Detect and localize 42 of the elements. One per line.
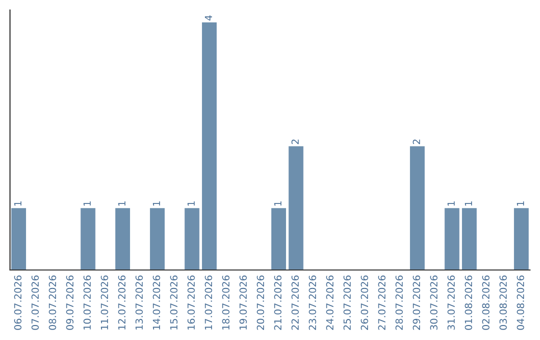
x-tick-label: 23.07.2026 bbox=[308, 275, 316, 330]
x-tick-label: 03.08.2026 bbox=[499, 275, 507, 330]
x-tick-label: 24.07.2026 bbox=[326, 275, 334, 330]
x-tick-label: 20.07.2026 bbox=[256, 275, 264, 330]
x-tick-label: 10.07.2026 bbox=[83, 275, 91, 330]
data-label: 2 bbox=[291, 140, 299, 144]
x-tick-label: 02.08.2026 bbox=[482, 275, 490, 330]
data-label: 1 bbox=[274, 201, 282, 206]
data-label: 1 bbox=[152, 201, 160, 206]
data-label: 1 bbox=[14, 201, 22, 206]
data-label: 2 bbox=[412, 140, 420, 144]
x-tick-label: 31.07.2026 bbox=[447, 275, 455, 330]
x-tick-label: 25.07.2026 bbox=[343, 275, 351, 330]
x-tick-label: 13.07.2026 bbox=[135, 275, 143, 330]
x-tick-label: 28.07.2026 bbox=[395, 275, 403, 330]
data-label: 1 bbox=[464, 201, 472, 206]
x-tick-label: 18.07.2026 bbox=[222, 275, 230, 330]
x-tick-label: 22.07.2026 bbox=[291, 275, 299, 330]
x-tick-label: 29.07.2026 bbox=[412, 275, 420, 330]
data-label: 1 bbox=[118, 201, 126, 206]
x-tick-label: 19.07.2026 bbox=[239, 275, 247, 330]
x-tick-label: 12.07.2026 bbox=[118, 275, 126, 330]
x-tick-label: 08.07.2026 bbox=[48, 275, 56, 330]
x-tick-label: 21.07.2026 bbox=[274, 275, 282, 330]
data-label: 4 bbox=[204, 15, 212, 21]
x-tick-label: 27.07.2026 bbox=[378, 275, 386, 330]
x-tick-label: 14.07.2026 bbox=[152, 275, 160, 330]
x-tick-label: 11.07.2026 bbox=[100, 275, 108, 330]
x-tick-label: 16.07.2026 bbox=[187, 275, 195, 330]
x-tick-label: 26.07.2026 bbox=[360, 275, 368, 330]
data-label: 1 bbox=[188, 201, 195, 206]
x-tick-label: 06.07.2026 bbox=[14, 275, 22, 330]
data-label: 1 bbox=[84, 201, 91, 206]
x-tick-label: 15.07.2026 bbox=[170, 275, 178, 330]
x-tick-label: 01.08.2026 bbox=[464, 275, 472, 330]
data-label: 1 bbox=[516, 201, 524, 206]
x-tick-label: 17.07.2026 bbox=[204, 275, 212, 330]
x-tick-label: 09.07.2026 bbox=[66, 275, 74, 330]
x-tick-label: 07.07.2026 bbox=[31, 275, 39, 330]
data-label: 1 bbox=[448, 201, 455, 206]
x-tick-label: 30.07.2026 bbox=[430, 275, 438, 330]
x-tick-label: 04.08.2026 bbox=[516, 275, 524, 330]
